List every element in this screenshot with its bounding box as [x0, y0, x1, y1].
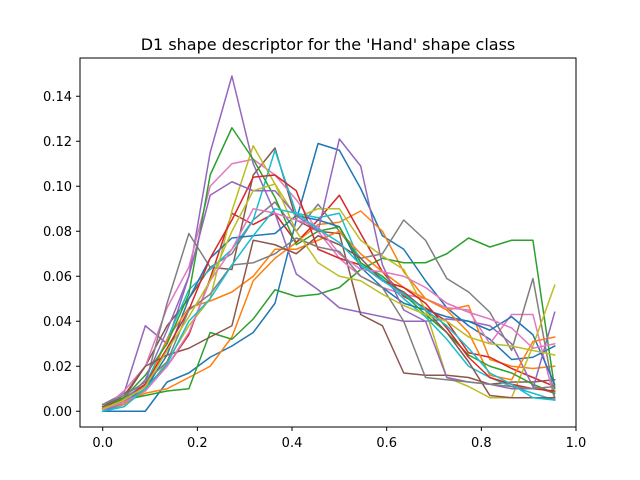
- series-layer: [101, 75, 556, 413]
- y-tick-label: 0.12: [43, 135, 72, 150]
- y-tick-label: 0.10: [43, 180, 72, 195]
- series-line-5: [101, 75, 556, 406]
- x-tick-label: 0.0: [92, 436, 113, 451]
- y-tick-label: 0.00: [43, 405, 72, 420]
- series-line-3: [101, 237, 556, 408]
- plot-frame: [79, 57, 577, 428]
- series-line-11: [101, 214, 556, 410]
- series-line-8: [101, 201, 556, 406]
- series-line-14: [101, 174, 556, 410]
- series-line-10: [101, 149, 556, 413]
- x-tick-label: 0.4: [282, 436, 303, 451]
- series-line-19: [101, 183, 556, 410]
- x-tick-label: 0.8: [471, 436, 492, 451]
- series-line-20: [101, 208, 556, 413]
- axes-layer: 0.0 0.2 0.4 0.6 0.8 1.0 0.00 0.02 0.04 0.06 0.08 0.…: [43, 57, 587, 451]
- x-tick-label: 0.2: [187, 436, 208, 451]
- y-tick-label: 0.08: [43, 225, 72, 240]
- chart-title: D1 shape descriptor for the 'Hand' shape…: [141, 35, 516, 54]
- series-line-6: [101, 147, 556, 411]
- y-tick-label: 0.02: [43, 360, 72, 375]
- x-tick-label: 1.0: [566, 436, 587, 451]
- y-tick-label: 0.04: [43, 315, 72, 330]
- series-line-18: [101, 237, 556, 406]
- y-tick-label: 0.06: [43, 270, 72, 285]
- series-line-7: [101, 158, 556, 411]
- x-tick-label: 0.6: [376, 436, 397, 451]
- series-line-17: [101, 208, 556, 410]
- y-tick-label: 0.14: [43, 90, 72, 105]
